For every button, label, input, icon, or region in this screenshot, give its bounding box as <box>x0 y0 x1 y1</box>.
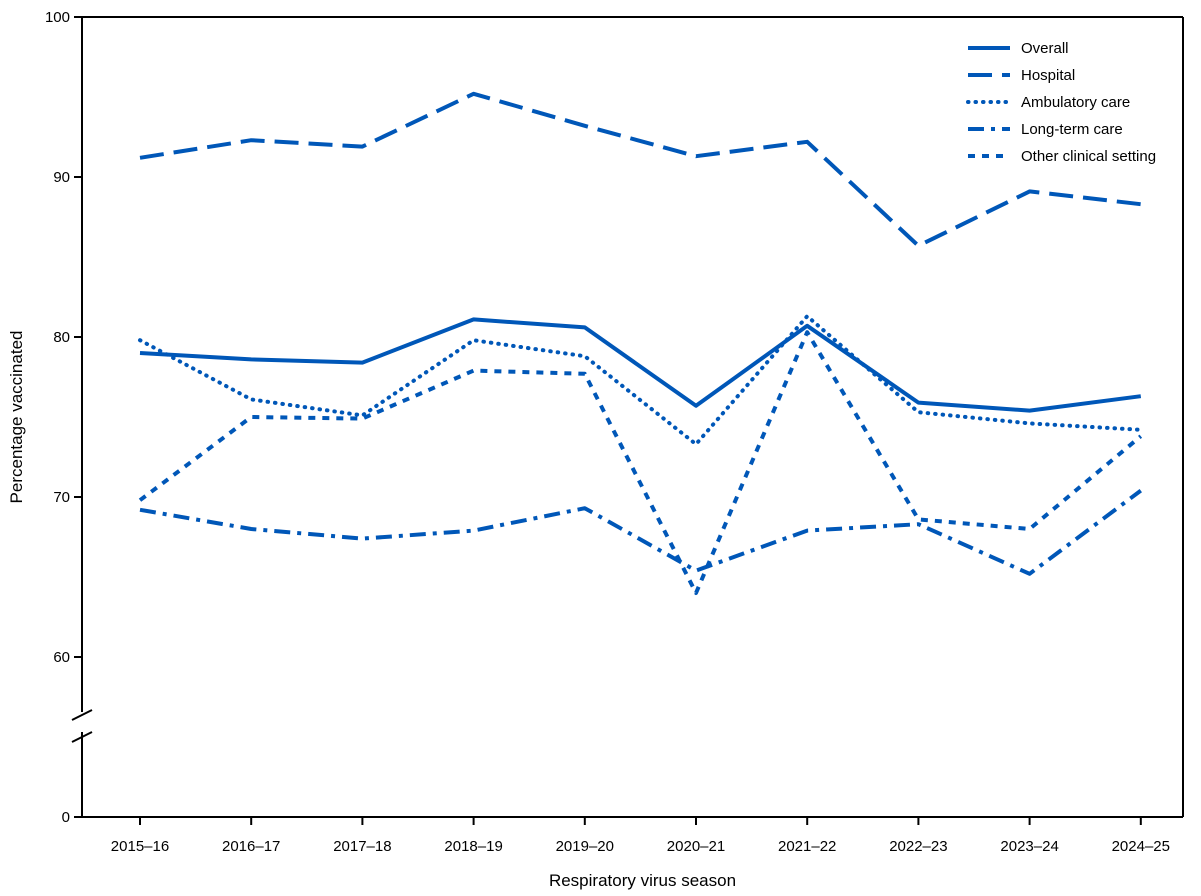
y-tick-label: 0 <box>62 809 70 826</box>
x-tick-label: 2019–20 <box>556 838 614 855</box>
legend-label: Overall <box>1021 40 1069 57</box>
x-tick-label: 2021–22 <box>778 838 836 855</box>
series-line <box>139 488 1142 576</box>
series-hospital <box>139 91 1142 248</box>
axis-break-mark <box>71 709 93 721</box>
series-layer <box>138 91 1143 595</box>
x-tick-label: 2018–19 <box>444 838 502 855</box>
series-line <box>138 314 1143 447</box>
x-tick-label: 2024–25 <box>1112 838 1170 855</box>
legend-label: Other clinical setting <box>1021 148 1156 165</box>
plot-frame <box>71 16 1184 818</box>
series-other-clinical-setting <box>138 330 1143 595</box>
series-line <box>138 330 1143 595</box>
x-tick-label: 2016–17 <box>222 838 280 855</box>
x-tick-label: 2015–16 <box>111 838 169 855</box>
y-tick-label: 90 <box>53 169 70 186</box>
series-overall <box>139 317 1142 413</box>
series-long-term-care <box>139 488 1142 576</box>
y-tick-label: 70 <box>53 489 70 506</box>
x-axis-title: Respiratory virus season <box>549 871 736 890</box>
legend-label: Hospital <box>1021 67 1075 84</box>
y-tick-label: 60 <box>53 649 70 666</box>
series-line <box>139 317 1142 413</box>
axis-ticks: 0 60 70 80 90 100 2015–16 2016–17 2017–18 2018–19… <box>45 9 1170 855</box>
y-axis-title: Percentage vaccinated <box>7 331 26 504</box>
legend: Overall Hospital Ambulatory care Long-term … <box>966 40 1156 165</box>
x-tick-label: 2023–24 <box>1000 838 1058 855</box>
x-tick-label: 2020–21 <box>667 838 725 855</box>
axis-break-mark <box>71 731 93 743</box>
x-tick-label: 2022–23 <box>889 838 947 855</box>
y-tick-label: 80 <box>53 329 70 346</box>
y-tick-label: 100 <box>45 9 70 26</box>
series-line <box>139 91 1142 248</box>
legend-label: Ambulatory care <box>1021 94 1130 111</box>
series-ambulatory-care <box>138 314 1143 447</box>
x-tick-label: 2017–18 <box>333 838 391 855</box>
legend-label: Long-term care <box>1021 121 1123 138</box>
